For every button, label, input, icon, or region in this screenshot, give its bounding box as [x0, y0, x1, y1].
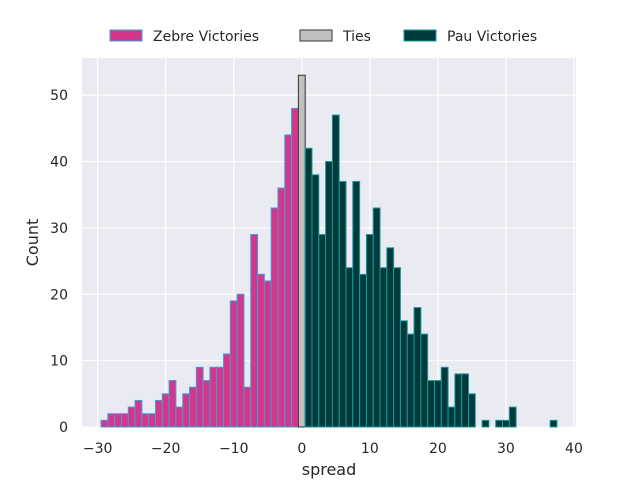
- histogram-bar: [461, 373, 469, 428]
- histogram-bar: [175, 406, 184, 428]
- histogram-bar: [352, 180, 361, 428]
- histogram-bar: [440, 366, 449, 428]
- histogram-bar: [413, 307, 422, 428]
- histogram-bar: [154, 399, 163, 428]
- legend-label: Zebre Victories: [153, 29, 259, 45]
- x-tick-label: −30: [83, 441, 113, 457]
- histogram-bar: [216, 366, 225, 428]
- histogram-bar: [549, 419, 558, 428]
- histogram-bar: [502, 419, 510, 428]
- y-tick-label: 30: [50, 221, 68, 237]
- x-tick-label: 30: [497, 441, 515, 457]
- histogram-bar: [236, 293, 245, 428]
- histogram-bar: [250, 234, 259, 428]
- histogram-bar: [209, 366, 218, 428]
- histogram-bar: [386, 247, 395, 428]
- x-axis-label: spread: [302, 460, 357, 479]
- histogram-bar: [202, 380, 211, 428]
- legend: Zebre Victories Ties Pau Victories: [109, 29, 537, 45]
- histogram-bar: [427, 380, 435, 428]
- legend-swatch: [299, 29, 333, 42]
- y-tick-label: 0: [59, 420, 68, 436]
- histogram-bar: [393, 267, 401, 428]
- x-tick-label: 10: [361, 441, 379, 457]
- x-tick-label: −10: [219, 441, 249, 457]
- histogram-bar: [454, 373, 463, 428]
- legend-swatch: [109, 29, 143, 42]
- histogram-bar: [277, 187, 286, 428]
- histogram-bar: [481, 419, 490, 428]
- histogram-bar: [148, 413, 156, 428]
- histogram-bar: [359, 273, 367, 428]
- histogram-bar: [318, 234, 327, 428]
- histogram-bar: [406, 333, 415, 428]
- histogram-bar: [365, 234, 374, 428]
- histogram-bar: [508, 406, 517, 428]
- histogram-bar: [195, 366, 204, 428]
- histogram-bar: [263, 280, 272, 428]
- legend-swatch: [403, 29, 437, 42]
- histogram-bar: [100, 419, 109, 428]
- histogram-bar: [433, 380, 442, 428]
- histogram-bar: [134, 399, 143, 428]
- histogram-bar: [304, 147, 313, 428]
- histogram-bar: [229, 300, 238, 428]
- x-tick-label: 0: [297, 441, 306, 457]
- histogram-bar: [331, 114, 340, 428]
- histogram-bar: [127, 406, 136, 428]
- histogram-bar: [325, 161, 333, 428]
- histogram-bar: [161, 393, 170, 428]
- histogram-bar: [338, 180, 347, 428]
- histogram-bar: [297, 74, 306, 428]
- y-tick-label: 10: [50, 354, 68, 370]
- x-tick-label: 20: [429, 441, 447, 457]
- histogram-bar: [311, 174, 320, 428]
- histogram-bar: [447, 406, 456, 428]
- histogram-bar: [243, 386, 252, 428]
- histogram-bar: [270, 207, 279, 428]
- histogram-bar: [257, 273, 265, 428]
- histogram-bar: [379, 267, 388, 428]
- histogram-bar: [120, 413, 129, 428]
- histogram-bars: [100, 74, 558, 428]
- legend-label: Ties: [342, 29, 371, 45]
- histogram-bar: [467, 393, 476, 428]
- y-tick-label: 40: [50, 155, 68, 171]
- histogram-bar: [114, 413, 122, 428]
- x-axis-ticks: −30 −20 −10 0 10 20 30 40: [83, 441, 583, 457]
- y-axis-label: Count: [23, 219, 42, 267]
- x-tick-label: −20: [151, 441, 181, 457]
- histogram-bar: [291, 107, 299, 428]
- histogram-bar: [372, 207, 381, 428]
- histogram-bar: [189, 386, 197, 428]
- histogram-bar: [223, 353, 231, 428]
- histogram-bar: [107, 413, 116, 428]
- y-axis-ticks: 0 10 20 30 40 50: [50, 88, 68, 436]
- histogram-bar: [399, 320, 408, 428]
- x-tick-label: 40: [565, 441, 583, 457]
- y-tick-label: 20: [50, 287, 68, 303]
- histogram-bar: [182, 393, 191, 428]
- histogram-bar: [141, 413, 150, 428]
- histogram-bar: [345, 267, 354, 428]
- legend-label: Pau Victories: [447, 29, 537, 45]
- histogram-bar: [168, 380, 177, 428]
- histogram-bar: [284, 134, 293, 428]
- y-tick-label: 50: [50, 88, 68, 104]
- histogram-bar: [495, 419, 504, 428]
- histogram-bar: [420, 333, 429, 428]
